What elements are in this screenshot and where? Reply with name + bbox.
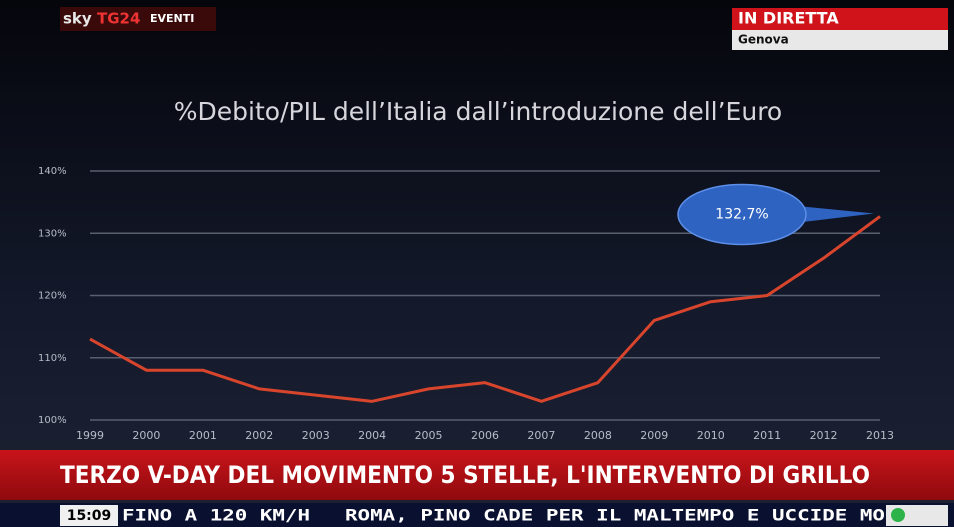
time-box bbox=[60, 505, 118, 526]
plot: 100% 110% 120% 130% 140% 1999 2000 2001 2002 2003… bbox=[38, 166, 894, 442]
data-label: 132,7% bbox=[715, 206, 768, 222]
ticker-band bbox=[0, 503, 954, 527]
ticker-item: FINO A 120 KM/H bbox=[122, 506, 310, 525]
headline: TERZO V-DAY DEL MOVIMENTO 5 STELLE, L'IN… bbox=[60, 461, 870, 489]
x-tick-label: 2001 bbox=[189, 429, 217, 442]
logo-box bbox=[60, 7, 216, 31]
y-tick-label: 110% bbox=[38, 353, 67, 364]
x-tick-label: 2002 bbox=[245, 429, 273, 442]
logo-section: EVENTI bbox=[150, 12, 194, 25]
data-line bbox=[89, 215, 881, 403]
x-tick-label: 1999 bbox=[76, 429, 104, 442]
logo-brand: sky bbox=[63, 10, 92, 28]
sky-badge-dot bbox=[891, 508, 905, 522]
y-tick-label: 130% bbox=[38, 228, 67, 239]
location: Genova bbox=[738, 33, 789, 47]
live-label: IN DIRETTA bbox=[738, 9, 839, 28]
x-tick-label: 2012 bbox=[810, 429, 838, 442]
callout bbox=[677, 183, 807, 246]
chart-title: %Debito/PIL dell’Italia dall’introduzion… bbox=[174, 97, 782, 126]
x-tick-label: 2010 bbox=[697, 429, 725, 442]
x-tick-label: 2000 bbox=[132, 429, 160, 442]
y-tick-label: 120% bbox=[38, 291, 67, 302]
y-tick-label: 140% bbox=[38, 166, 67, 177]
x-tick-label: 2005 bbox=[415, 429, 443, 442]
x-tick-label: 2011 bbox=[753, 429, 781, 442]
x-tick-label: 2003 bbox=[302, 429, 330, 442]
y-tick-label: 100% bbox=[38, 415, 67, 426]
x-tick-label: 2006 bbox=[471, 429, 499, 442]
x-tick-label: 2004 bbox=[358, 429, 386, 442]
x-tick-label: 2008 bbox=[584, 429, 612, 442]
logo-channel: TG24 bbox=[97, 10, 140, 28]
headline-band bbox=[0, 450, 954, 500]
time: 15:09 bbox=[67, 508, 112, 524]
x-tick-label: 2009 bbox=[640, 429, 668, 442]
x-tick-label: 2007 bbox=[527, 429, 555, 442]
location-box bbox=[732, 30, 948, 50]
x-tick-label: 2013 bbox=[866, 429, 894, 442]
ticker-item: ROMA, PINO CADE PER IL MALTEMPO E UCCIDE… bbox=[345, 506, 885, 525]
live-box bbox=[732, 8, 948, 30]
